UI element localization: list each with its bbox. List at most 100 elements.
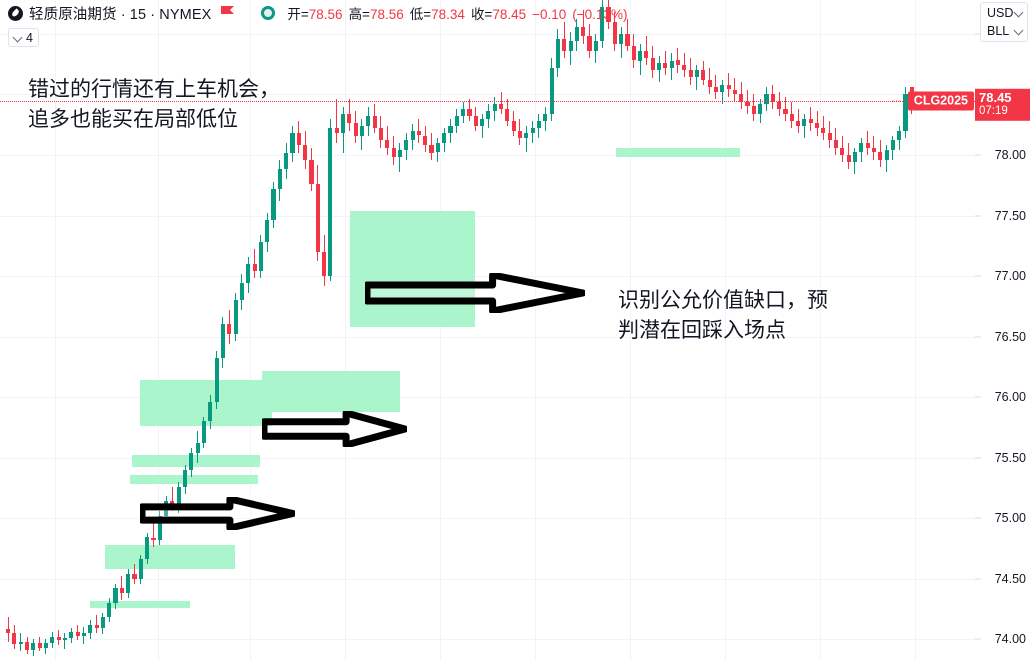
candlestick	[859, 138, 864, 163]
price-tick-label: 75.00	[994, 511, 1026, 526]
candlestick	[625, 19, 630, 51]
candlestick	[511, 111, 516, 136]
gridline-horizontal	[0, 276, 975, 277]
candlestick	[416, 118, 421, 143]
price-tick-label: 78.00	[994, 148, 1026, 162]
price-tag-dots-icon: ⋯	[891, 95, 903, 107]
price-tick-mark	[975, 638, 981, 640]
candle-body	[789, 113, 794, 122]
candlestick	[404, 133, 409, 160]
candle-wick	[721, 79, 723, 105]
candle-body	[833, 140, 839, 148]
unit-selector[interactable]: USD BLL	[980, 2, 1028, 42]
annotation-text-top-left[interactable]: 错过的行情还有上车机会， 追多也能买在局部低位	[28, 77, 280, 132]
candlestick	[770, 84, 775, 109]
candlestick	[132, 564, 137, 584]
candlestick	[675, 48, 681, 73]
candlestick	[189, 447, 194, 477]
candle-body	[555, 38, 560, 68]
market-status-dot-icon[interactable]	[261, 6, 276, 20]
candlestick	[480, 113, 485, 138]
candlestick	[145, 532, 150, 565]
candlestick	[492, 96, 497, 121]
candle-body	[113, 588, 118, 603]
candlestick	[397, 142, 402, 172]
candle-body	[138, 559, 143, 579]
candlestick	[309, 147, 314, 192]
candle-body	[50, 636, 55, 643]
candle-body	[745, 101, 750, 107]
candle-body	[505, 108, 510, 122]
candle-wick	[171, 486, 173, 511]
candle-body	[669, 60, 674, 68]
candlestick	[220, 317, 226, 368]
candlestick	[612, 12, 617, 51]
arrow-low-zone[interactable]	[138, 495, 297, 532]
candlestick	[619, 26, 624, 59]
candle-body	[726, 84, 731, 90]
candlestick	[157, 510, 162, 545]
symbol-title[interactable]: 轻质原油期货 · 15 · NYMEX	[29, 6, 212, 23]
candlestick	[815, 111, 820, 136]
chart-plot-area[interactable]	[0, 0, 975, 661]
arrow-fvg-zone[interactable]	[363, 271, 587, 315]
candle-body	[372, 116, 377, 129]
candlestick	[366, 106, 371, 136]
candle-body	[890, 140, 895, 151]
candle-body	[713, 87, 718, 92]
candle-body	[593, 41, 598, 51]
candle-body	[739, 94, 744, 102]
candlestick	[865, 130, 870, 155]
candle-body	[227, 324, 232, 335]
candle-body	[290, 133, 295, 153]
price-tick-mark	[975, 517, 981, 519]
candlestick	[50, 631, 55, 648]
candlestick	[201, 416, 207, 448]
candle-body	[183, 469, 188, 487]
candlestick	[524, 125, 529, 153]
candle-body	[631, 45, 636, 61]
candlestick	[454, 109, 459, 134]
candle-body	[549, 67, 554, 114]
candlestick	[423, 125, 428, 153]
candlestick	[593, 33, 598, 63]
candle-body	[189, 452, 194, 470]
unit-selector-row[interactable]: BLL	[981, 22, 1027, 40]
candle-body	[461, 108, 466, 117]
price-change: −0.10	[532, 7, 567, 22]
candlestick	[107, 598, 112, 623]
candle-body	[802, 118, 807, 126]
candlestick	[688, 58, 693, 85]
candlestick	[707, 67, 712, 95]
candle-body	[486, 111, 491, 119]
chevron-down-icon[interactable]	[1015, 9, 1023, 17]
candle-body	[852, 152, 858, 163]
candlestick	[347, 99, 352, 131]
candlestick	[764, 87, 769, 112]
close-label: 收=	[470, 7, 493, 22]
candlestick	[682, 53, 687, 78]
fvg-box-7	[616, 147, 740, 158]
candle-body	[75, 631, 80, 636]
candle-body	[770, 94, 775, 102]
interval-selector-button[interactable]: 4	[8, 28, 39, 47]
us-flag-icon	[221, 5, 235, 21]
candlestick	[290, 125, 295, 163]
candle-body	[878, 152, 883, 160]
gridline-vertical	[535, 0, 536, 661]
candlestick	[435, 138, 440, 163]
candlestick	[802, 113, 807, 138]
chevron-down-icon[interactable]	[1015, 27, 1023, 35]
currency-selector-row[interactable]: USD	[981, 4, 1027, 22]
price-tick-label: 74.50	[994, 571, 1026, 586]
annotation-text-middle-right[interactable]: 识别公允价值缺口，预 判潜在回踩入场点	[618, 288, 828, 343]
candlestick	[315, 164, 320, 262]
candle-body	[467, 108, 472, 117]
arrow-mid-zone[interactable]	[260, 409, 409, 449]
price-tick-label: 77.00	[994, 269, 1026, 283]
ohlc-values: 开=78.56 高=78.56 低=78.34 收=78.45 −0.10 (−0.13%…	[287, 3, 627, 23]
candle-body	[214, 358, 219, 402]
candle-body	[511, 121, 516, 131]
candlestick	[884, 145, 889, 172]
candlestick	[227, 309, 232, 344]
